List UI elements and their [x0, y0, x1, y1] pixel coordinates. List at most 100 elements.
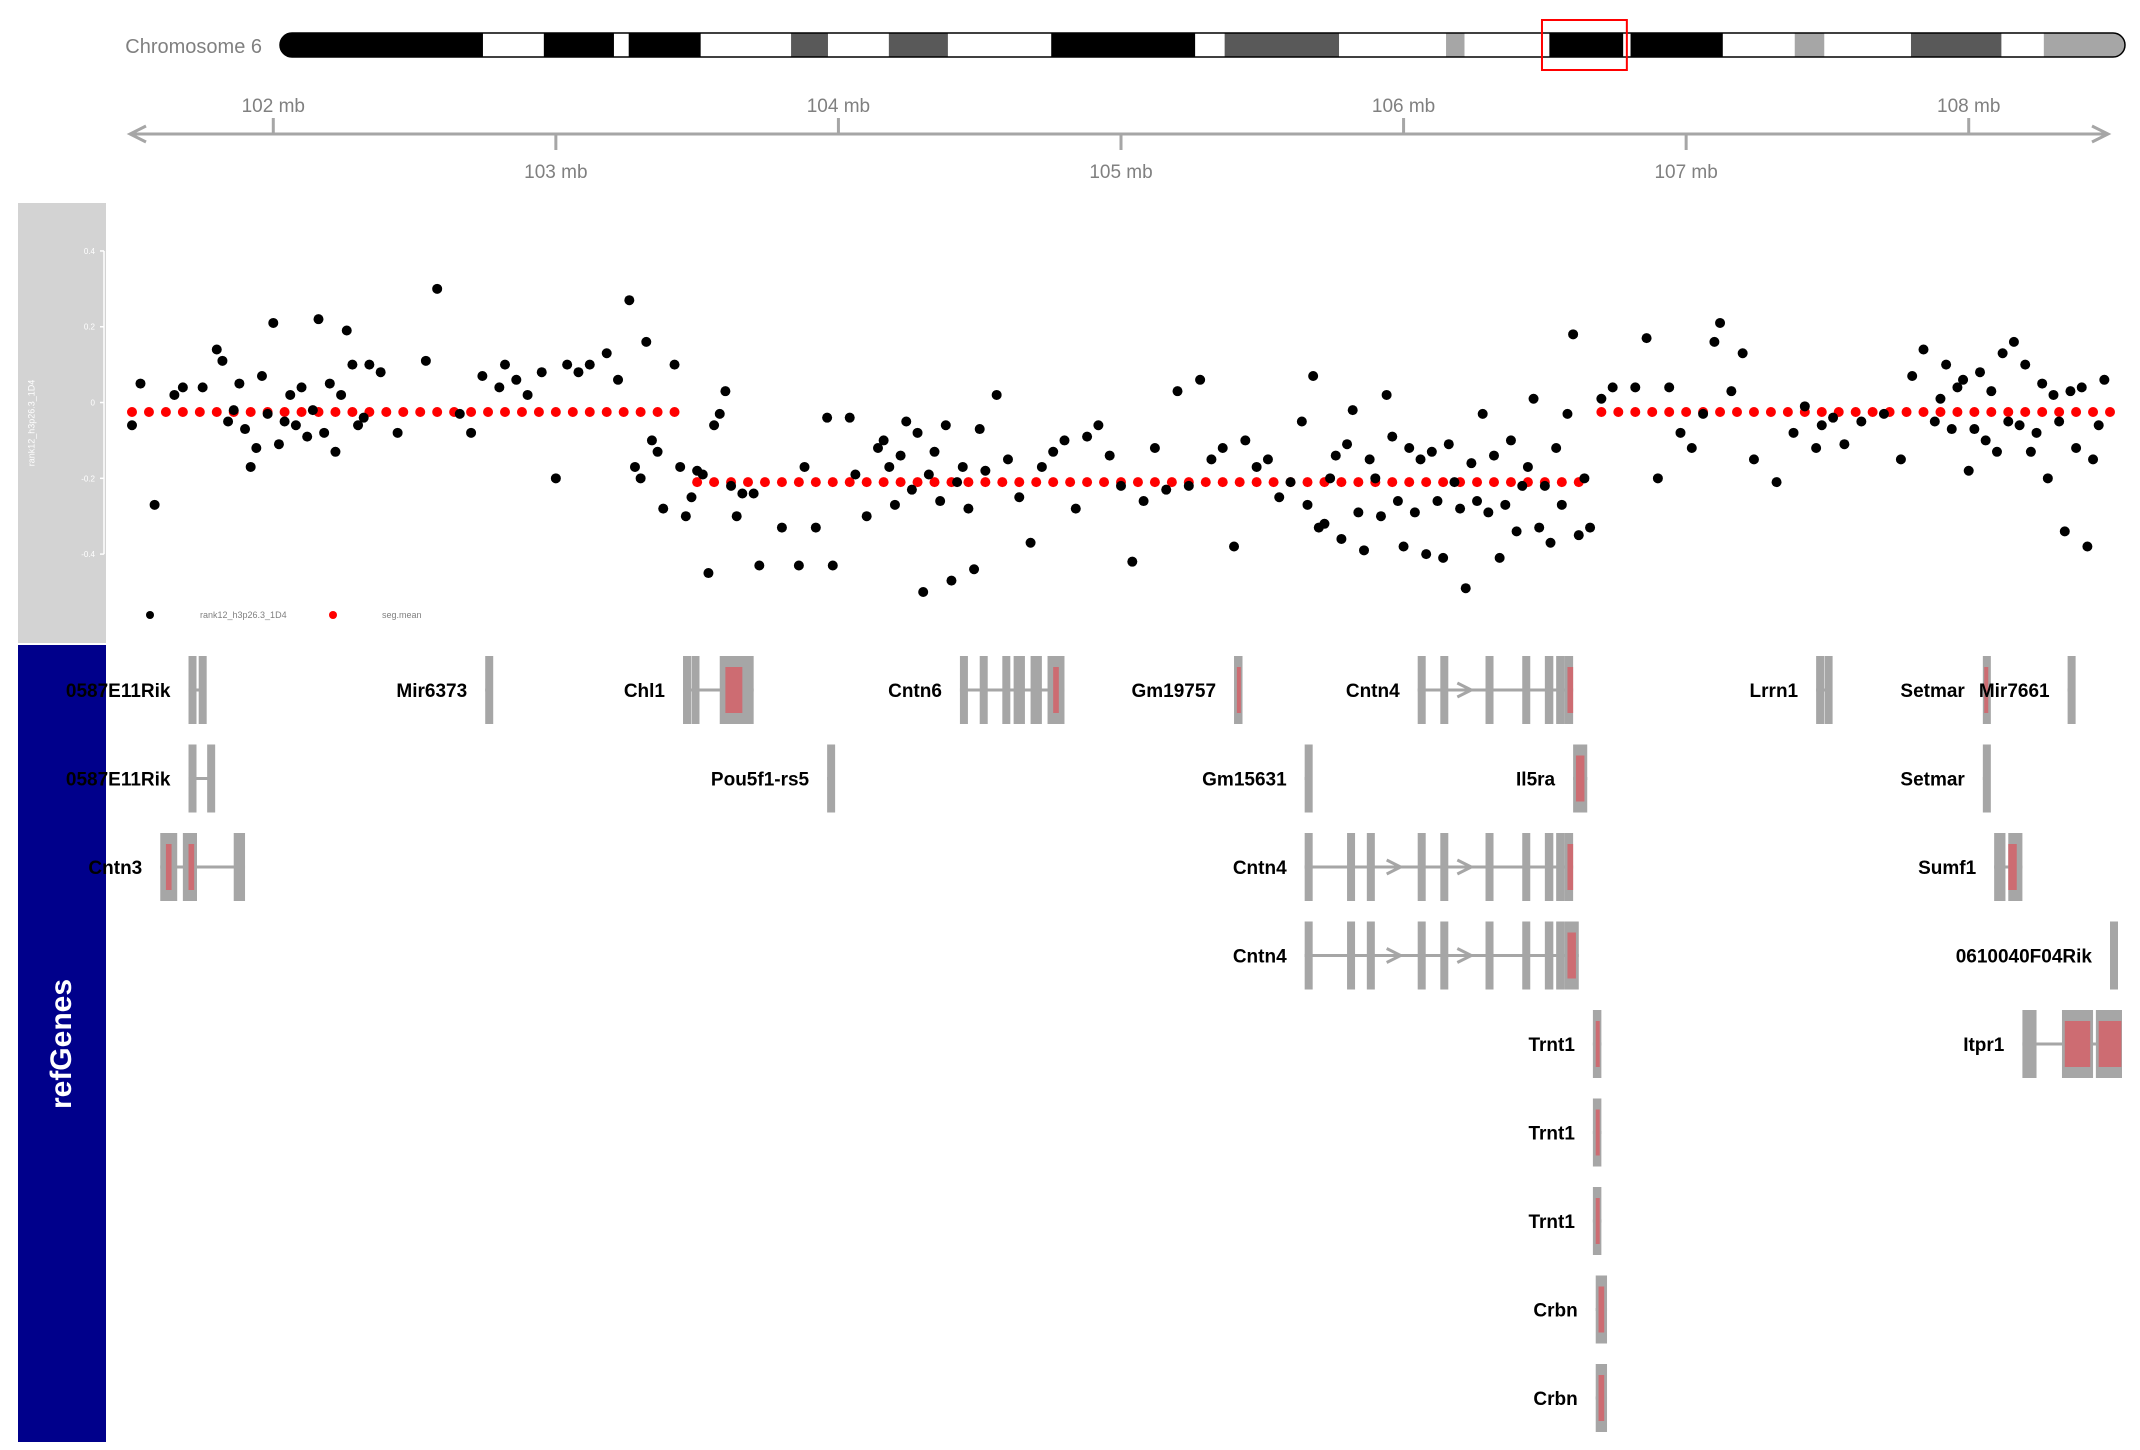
data-point — [963, 503, 974, 514]
gene-label: Cntn4 — [1233, 947, 1287, 968]
gene-cds — [1984, 667, 1989, 713]
gene-label: Setmar — [1900, 681, 1965, 702]
seg-mean-point — [381, 407, 392, 417]
seg-mean-point — [1234, 477, 1245, 488]
gene-exon — [979, 656, 988, 724]
gene-cds — [725, 667, 743, 713]
data-point — [646, 435, 657, 446]
data-track-title-panel — [18, 203, 106, 643]
data-point — [652, 446, 663, 457]
data-point — [584, 359, 595, 370]
gene-exon — [1544, 921, 1554, 990]
gene-label: Cntn4 — [1233, 858, 1287, 879]
data-point — [1641, 333, 1652, 344]
data-point — [1472, 496, 1483, 507]
data-point — [1522, 461, 1533, 472]
data-point — [1432, 496, 1443, 507]
gene-label: Trnt1 — [1528, 1035, 1575, 1056]
gene-label: Chl1 — [624, 681, 666, 702]
seg-mean-point — [1031, 477, 1042, 488]
ideogram-band — [700, 33, 792, 57]
seg-mean-point — [211, 407, 222, 417]
data-point — [878, 435, 889, 446]
data-point — [929, 446, 940, 457]
data-point — [918, 587, 929, 597]
gene-exon — [1440, 921, 1449, 990]
seg-mean-point — [1681, 407, 1692, 417]
data-point — [1952, 382, 1963, 393]
data-point — [641, 336, 652, 347]
gene-exon — [1440, 833, 1449, 901]
seg-mean-point — [550, 407, 561, 417]
ideogram-band — [888, 33, 949, 57]
seg-mean-point — [878, 477, 889, 488]
data-point — [1336, 533, 1347, 544]
seg-mean-point — [584, 407, 595, 417]
seg-mean-point — [635, 407, 646, 417]
data-point — [1240, 435, 1251, 446]
ideogram-band — [1464, 33, 1550, 57]
gene-exon — [1556, 921, 1565, 990]
data-point — [754, 560, 765, 571]
gene-model: 0610040F04Rik — [1956, 921, 2118, 990]
gene-cds — [1595, 1109, 1600, 1156]
data-point — [1585, 522, 1596, 533]
data-point — [1138, 496, 1149, 507]
gene-exon — [1816, 656, 1825, 724]
data-point — [573, 367, 584, 378]
gene-exon — [1347, 833, 1356, 901]
data-point — [709, 420, 720, 431]
data-point — [1505, 435, 1516, 446]
data-point — [1545, 537, 1556, 548]
ideogram-band — [1630, 33, 1724, 57]
gene-cds — [1598, 1375, 1605, 1421]
data-point — [1980, 435, 1991, 446]
seg-mean-point — [912, 477, 923, 488]
seg-mean-point — [347, 407, 358, 417]
data-point — [562, 359, 573, 370]
data-point — [1262, 454, 1273, 465]
data-point — [1172, 386, 1183, 397]
data-y-tick-label: -0.4 — [81, 550, 95, 559]
seg-mean-point — [1850, 407, 1861, 417]
data-point — [1466, 458, 1477, 469]
data-point — [872, 443, 883, 453]
seg-mean-point — [743, 477, 754, 488]
gene-cds — [165, 844, 172, 890]
data-point — [1002, 454, 1013, 465]
data-point — [827, 560, 838, 571]
axis-minor-tick-label: 103 mb — [524, 162, 587, 183]
data-point — [228, 405, 239, 416]
seg-mean-point — [861, 477, 872, 488]
data-point — [1511, 526, 1522, 537]
refgenes-track-title-panel — [18, 645, 106, 1442]
gene-cds — [1595, 1021, 1600, 1067]
data-point — [1404, 443, 1415, 453]
seg-mean-point — [601, 407, 612, 417]
data-point — [1607, 382, 1618, 393]
gene-exon — [691, 656, 700, 724]
seg-mean-point — [1715, 407, 1726, 417]
data-point — [466, 427, 477, 438]
data-point — [1483, 507, 1494, 518]
gene-exon — [1013, 656, 1025, 724]
data-track: 0.4 0.2 0 -0.2 -0.4 rank12_h3p26.3_1D4 seg.mea… — [81, 247, 2115, 620]
data-point — [494, 382, 505, 393]
data-point — [1285, 477, 1296, 488]
gene-exon — [198, 656, 207, 724]
data-point — [1941, 359, 1952, 370]
data-point — [675, 461, 686, 472]
data-point — [2020, 359, 2031, 370]
seg-mean-point — [1438, 477, 1449, 488]
gene-model: Trnt1 — [1528, 1010, 1602, 1078]
ideogram-band — [827, 33, 890, 57]
data-point — [499, 359, 510, 370]
data-point — [935, 496, 946, 507]
data-point — [1895, 454, 1906, 465]
data-point — [1370, 473, 1381, 484]
gene-model: Crbn — [1533, 1364, 1608, 1432]
seg-mean-point — [1732, 407, 1743, 417]
data-point — [347, 359, 358, 370]
data-point — [1398, 541, 1409, 552]
gene-label: Gm15631 — [1202, 770, 1287, 791]
